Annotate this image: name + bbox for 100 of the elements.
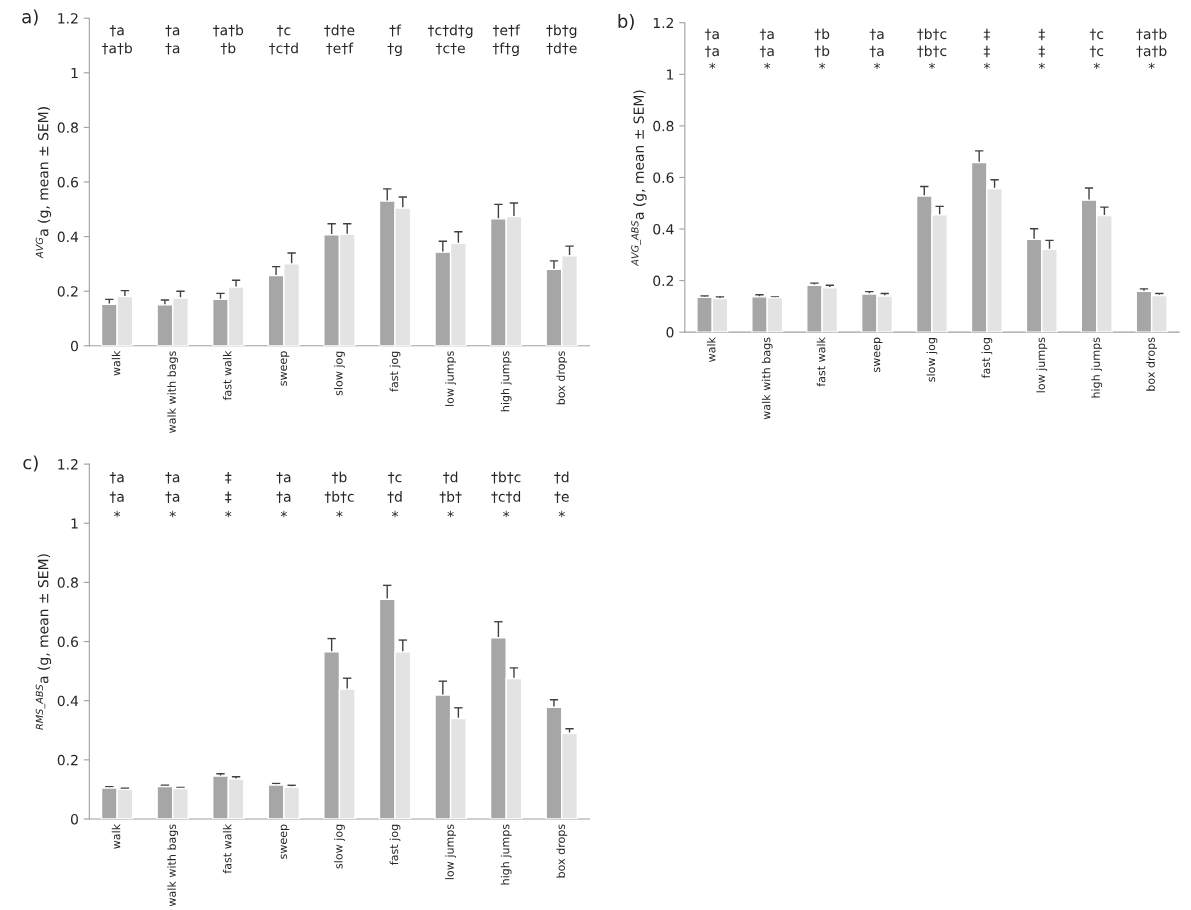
x-tick-label: walk: [111, 350, 121, 376]
x-tick-label: high jumps: [500, 351, 512, 412]
annotation: *: [709, 62, 716, 70]
x-tick-label: fast jog: [389, 824, 401, 865]
x-tick-label: slow jog: [334, 824, 345, 869]
annotation: †f: [389, 24, 402, 37]
annotation: †a†b: [213, 24, 244, 37]
y-axis-title: $^{AVG_ABS}$a (g, mean ± SEM): [631, 90, 647, 267]
annotation: †a: [109, 472, 124, 484]
annotation: †b: [331, 471, 347, 484]
annotation: *: [1093, 62, 1100, 70]
annotation: †e†f: [492, 24, 521, 37]
annotation: †a: [704, 45, 719, 58]
y-tick-label: 0.6: [57, 176, 79, 188]
y-tick-label: 1: [667, 69, 674, 80]
annotation: †d: [443, 471, 458, 484]
annotation: †d†e: [546, 42, 577, 55]
x-tick-label: fast walk: [222, 823, 232, 874]
annotation: †a†b: [1136, 28, 1167, 41]
x-tick-label: high jumps: [500, 824, 512, 885]
y-tick-label: 0.4: [57, 695, 79, 707]
y-tick-label: 1.2: [653, 17, 674, 29]
annotation: †a: [276, 491, 291, 503]
annotation: †b†c: [917, 45, 947, 58]
chart-title: c): [23, 455, 38, 472]
x-tick-label: slow jog: [334, 351, 345, 396]
annotation: †c†d: [491, 491, 521, 503]
annotation: *: [169, 510, 176, 518]
y-axis-title: $^{AVG}$a (g, mean ± SEM): [35, 107, 52, 259]
x-tick-label: fast walk: [816, 337, 826, 387]
x-tick-label: walk: [706, 337, 716, 362]
x-tick-label: walk with bags: [167, 351, 179, 433]
annotation: †a: [704, 28, 719, 41]
annotation: †c: [1089, 45, 1104, 58]
x-tick-label: low jumps: [445, 824, 456, 880]
annotation: †e†f: [326, 42, 354, 55]
chart-title: b): [618, 14, 634, 31]
x-tick-label: sweep: [280, 824, 290, 859]
annotation: †b: [220, 42, 236, 55]
annotation: †c†d: [269, 42, 298, 55]
y-tick-label: 0.6: [653, 172, 674, 183]
x-tick-label: walk with bags: [167, 824, 179, 907]
annotation: †b†: [439, 491, 462, 503]
annotation: †d: [554, 471, 569, 484]
x-tick-label: fast jog: [389, 351, 401, 392]
annotation: †c†d†g: [427, 24, 473, 39]
annotation: *: [114, 510, 121, 518]
annotation: †f†g: [492, 42, 519, 57]
annotation: *: [928, 62, 936, 70]
annotation: ‡: [1038, 28, 1045, 41]
annotation: *: [873, 62, 881, 70]
chart-title: a): [22, 9, 38, 26]
x-tick-label: walk: [111, 823, 121, 849]
annotation: †a: [869, 45, 884, 58]
annotation: †b: [814, 45, 830, 58]
annotation: †a: [276, 472, 291, 484]
annotation: †b: [814, 28, 830, 41]
annotation: *: [558, 510, 565, 518]
annotation: †a: [759, 28, 774, 41]
y-tick-label: 0.8: [653, 120, 674, 132]
annotation: *: [225, 510, 232, 518]
y-tick-label: 0: [70, 813, 78, 825]
annotation: ‡: [983, 45, 990, 58]
x-tick-label: sweep: [280, 351, 290, 386]
x-tick-label: walk with bags: [761, 337, 773, 420]
annotation: †e: [554, 491, 569, 503]
annotation: †b†c: [324, 491, 354, 503]
annotation: †a: [165, 43, 180, 55]
y-tick-label: 0.2: [653, 275, 674, 287]
x-tick-label: slow jog: [926, 338, 938, 382]
x-tick-label: low jumps: [1036, 337, 1048, 393]
y-tick-label: 0.6: [57, 636, 79, 648]
annotation: †c: [276, 25, 291, 37]
annotation: †a: [109, 25, 124, 37]
annotation: †a†b: [1136, 45, 1167, 58]
annotation: ‡: [1038, 45, 1045, 58]
x-tick-label: box drops: [556, 351, 568, 405]
annotation: †a: [165, 25, 180, 37]
y-tick-label: 1: [71, 518, 78, 529]
annotation: *: [1038, 62, 1045, 70]
annotation: †b†g: [546, 24, 577, 39]
x-tick-label: box drops: [556, 824, 568, 878]
x-tick-label: box drops: [1146, 337, 1158, 391]
annotation: †a: [165, 472, 180, 484]
y-tick-label: 0.4: [653, 223, 674, 235]
annotation: ‡: [983, 28, 990, 41]
annotation: †c: [388, 472, 402, 484]
y-tick-label: 0.4: [57, 231, 79, 243]
y-tick-label: 0.8: [57, 577, 78, 588]
annotation: †c: [1089, 28, 1104, 41]
y-tick-label: 0.2: [57, 286, 78, 297]
annotation: †d†e: [324, 24, 355, 37]
y-tick-label: 1.2: [58, 459, 78, 470]
annotation: *: [336, 510, 343, 518]
x-tick-label: fast jog: [981, 338, 993, 379]
annotation: ‡: [225, 472, 232, 484]
annotation: †a: [869, 28, 884, 41]
annotation: †b†c: [917, 28, 947, 41]
annotation: †c†e: [435, 43, 465, 55]
annotation: *: [391, 510, 399, 518]
